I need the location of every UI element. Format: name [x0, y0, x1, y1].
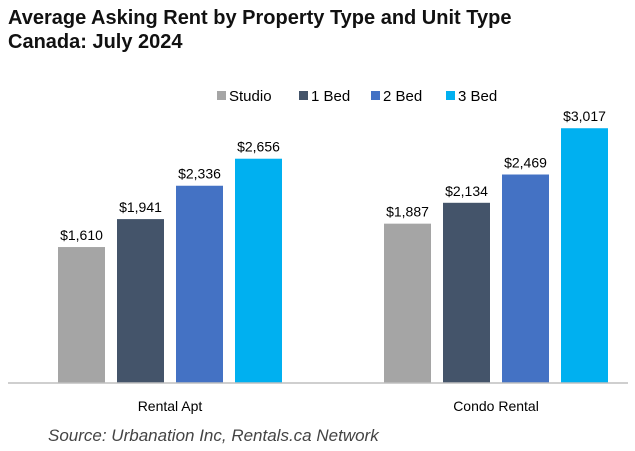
legend-swatch-1-bed [299, 91, 308, 100]
legend-label-2-bed: 2 Bed [383, 88, 422, 105]
legend-label-1-bed: 1 Bed [311, 88, 350, 105]
data-label-rental-apt-2-bed: $2,336 [178, 166, 221, 182]
bar-condo-rental-3-bed [561, 128, 608, 383]
legend-label-3-bed: 3 Bed [458, 88, 497, 105]
bar-condo-rental-studio [384, 223, 431, 383]
chart-title-line-1: Average Asking Rent by Property Type and… [8, 7, 512, 29]
data-label-rental-apt-studio: $1,610 [60, 227, 103, 243]
data-label-rental-apt-1-bed: $1,941 [119, 199, 162, 215]
chart-title-line-2: Canada: July 2024 [8, 31, 183, 53]
x-axis-tick-labels: Rental Apt Condo Rental [138, 398, 539, 414]
bar-rental-apt-studio [58, 247, 105, 383]
source-note: Source: Urbanation Inc, Rentals.ca Netwo… [48, 426, 379, 445]
data-label-condo-rental-1-bed: $2,134 [445, 183, 488, 199]
data-label-condo-rental-2-bed: $2,469 [504, 155, 547, 171]
data-labels: $1,610 $1,941 $2,336 $2,656 $1,887 $2,134 $2,4… [60, 108, 606, 243]
bar-rental-apt-2-bed [176, 185, 223, 383]
x-tick-label-condo-rental: Condo Rental [453, 398, 539, 414]
data-label-condo-rental-studio: $1,887 [386, 204, 429, 220]
x-tick-label-rental-apt: Rental Apt [138, 398, 203, 414]
legend-label-studio: Studio [229, 88, 272, 105]
bar-condo-rental-1-bed [443, 202, 490, 383]
legend-swatch-3-bed [446, 91, 455, 100]
bar-group [58, 128, 608, 383]
data-label-rental-apt-3-bed: $2,656 [237, 139, 280, 155]
bar-rental-apt-1-bed [117, 219, 164, 383]
bar-rental-apt-3-bed [235, 158, 282, 383]
chart-title: Average Asking Rent by Property Type and… [8, 6, 511, 54]
data-label-condo-rental-3-bed: $3,017 [563, 108, 606, 124]
chart-legend: Studio 1 Bed 2 Bed 3 Bed [217, 88, 497, 105]
legend-swatch-studio [217, 91, 226, 100]
bar-condo-rental-2-bed [502, 174, 549, 383]
legend-swatch-2-bed [371, 91, 380, 100]
